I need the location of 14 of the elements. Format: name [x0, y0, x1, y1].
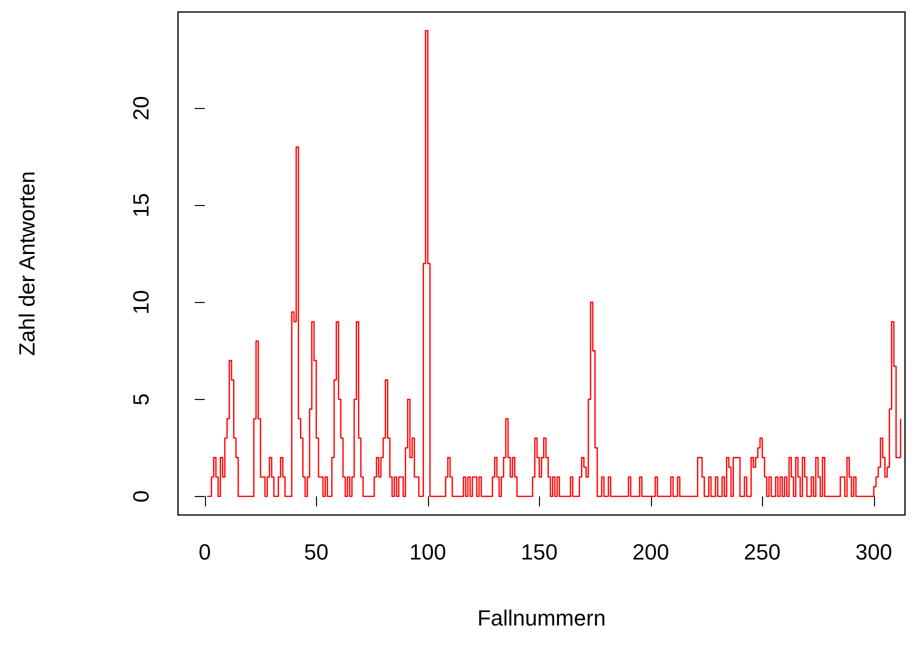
y-tick-label: 15	[128, 193, 154, 218]
y-tick-label: 5	[128, 393, 154, 406]
y-tick-label: 0	[128, 490, 154, 502]
x-tick-label: 100	[409, 540, 446, 564]
x-tick-label: 150	[520, 540, 558, 564]
y-axis-title: Zahl der Antworten	[14, 171, 40, 356]
y-tick-label: 10	[128, 290, 154, 315]
x-tick-label: 300	[855, 540, 892, 564]
x-tick-label: 200	[632, 540, 670, 564]
y-tick-label: 20	[128, 96, 154, 120]
x-tick-label: 250	[744, 540, 781, 564]
x-tick-label: 0	[198, 540, 211, 564]
x-axis-title: Fallnummern	[477, 606, 606, 630]
x-tick-label: 50	[304, 540, 329, 564]
